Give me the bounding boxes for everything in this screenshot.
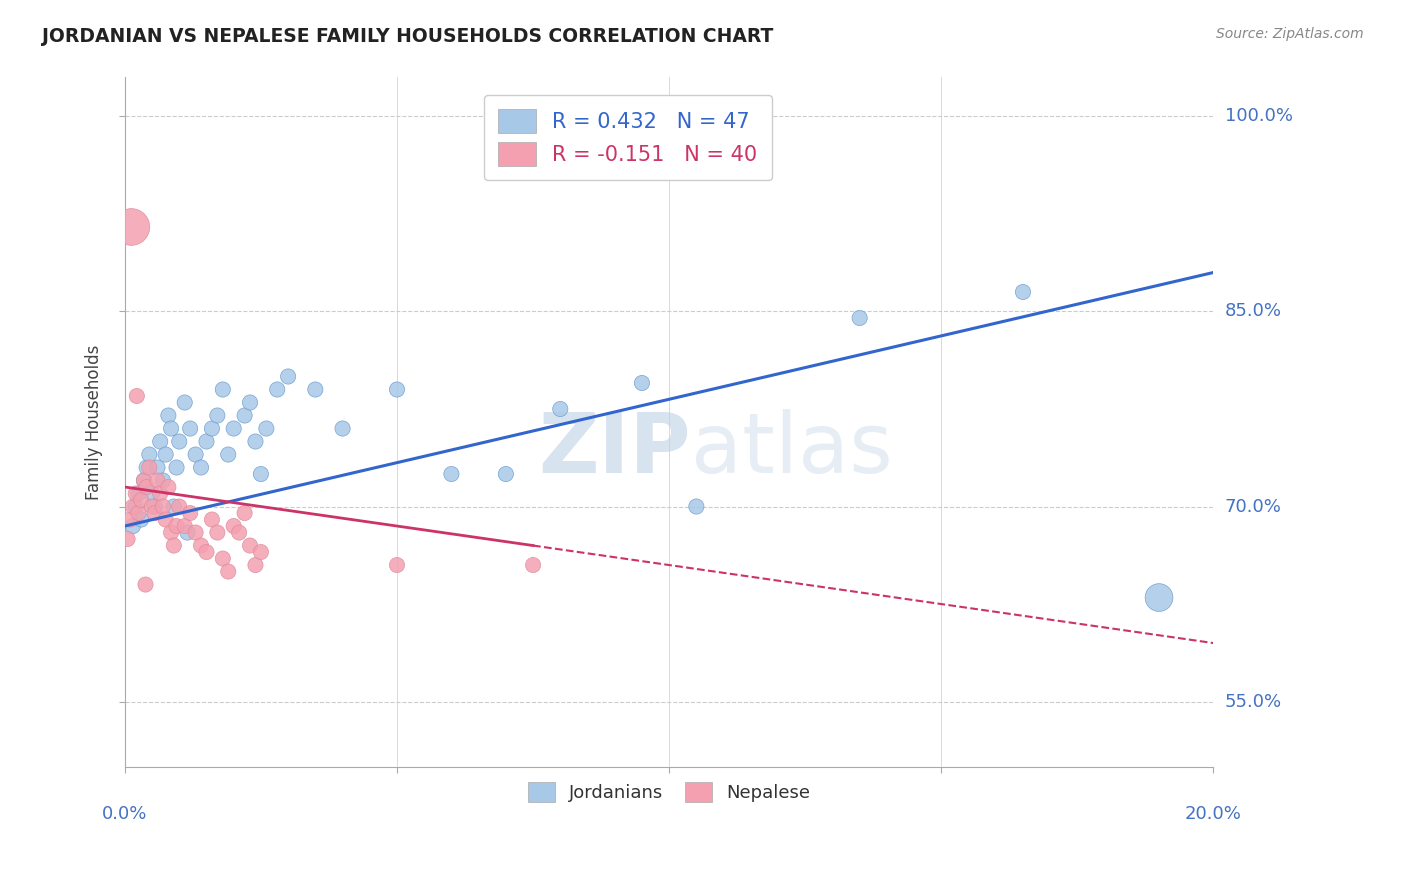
- Point: [190, 460, 212, 475]
- Text: ZIP: ZIP: [538, 409, 690, 490]
- Point: [184, 448, 207, 462]
- Point: [332, 421, 354, 435]
- Point: [149, 434, 172, 449]
- Point: [385, 558, 408, 572]
- Point: [1147, 591, 1170, 605]
- Text: JORDANIAN VS NEPALESE FAMILY HOUSEHOLDS CORRELATION CHART: JORDANIAN VS NEPALESE FAMILY HOUSEHOLDS …: [42, 27, 773, 45]
- Point: [160, 421, 183, 435]
- Point: [138, 460, 160, 475]
- Point: [277, 369, 299, 384]
- Legend: Jordanians, Nepalese: Jordanians, Nepalese: [520, 775, 818, 809]
- Y-axis label: Family Households: Family Households: [86, 344, 103, 500]
- Point: [143, 506, 166, 520]
- Point: [122, 500, 145, 514]
- Point: [222, 421, 245, 435]
- Point: [245, 434, 267, 449]
- Point: [631, 376, 654, 390]
- Point: [160, 525, 183, 540]
- Point: [228, 525, 250, 540]
- Point: [239, 539, 262, 553]
- Point: [146, 474, 169, 488]
- Point: [385, 383, 408, 397]
- Point: [152, 474, 174, 488]
- Point: [129, 512, 152, 526]
- Point: [163, 539, 186, 553]
- Point: [173, 519, 195, 533]
- Point: [1012, 285, 1035, 299]
- Point: [125, 486, 148, 500]
- Point: [132, 474, 155, 488]
- Point: [217, 448, 239, 462]
- Point: [163, 500, 186, 514]
- Point: [211, 383, 233, 397]
- Point: [495, 467, 517, 481]
- Point: [195, 545, 218, 559]
- Point: [250, 545, 273, 559]
- Point: [304, 383, 326, 397]
- Point: [207, 525, 229, 540]
- Point: [167, 434, 190, 449]
- Text: 55.0%: 55.0%: [1225, 692, 1282, 711]
- Point: [127, 486, 149, 500]
- Text: 100.0%: 100.0%: [1225, 107, 1292, 126]
- Point: [201, 512, 224, 526]
- Point: [155, 448, 177, 462]
- Point: [848, 310, 870, 325]
- Point: [179, 506, 201, 520]
- Point: [184, 525, 207, 540]
- Point: [173, 395, 195, 409]
- Point: [239, 395, 262, 409]
- Point: [149, 486, 172, 500]
- Point: [211, 551, 233, 566]
- Point: [152, 500, 174, 514]
- Point: [138, 448, 160, 462]
- Point: [141, 486, 163, 500]
- Point: [250, 467, 273, 481]
- Point: [146, 460, 169, 475]
- Text: 85.0%: 85.0%: [1225, 302, 1282, 320]
- Point: [195, 434, 218, 449]
- Point: [129, 493, 152, 508]
- Point: [157, 480, 180, 494]
- Point: [125, 500, 148, 514]
- Point: [685, 500, 707, 514]
- Point: [166, 519, 188, 533]
- Text: 0.0%: 0.0%: [103, 805, 148, 823]
- Point: [125, 389, 148, 403]
- Point: [135, 480, 157, 494]
- Text: Source: ZipAtlas.com: Source: ZipAtlas.com: [1216, 27, 1364, 41]
- Point: [201, 421, 224, 435]
- Text: 20.0%: 20.0%: [1185, 805, 1241, 823]
- Point: [167, 500, 190, 514]
- Point: [179, 421, 201, 435]
- Point: [176, 525, 198, 540]
- Point: [127, 506, 149, 520]
- Point: [143, 500, 166, 514]
- Point: [233, 506, 256, 520]
- Point: [120, 512, 142, 526]
- Point: [190, 539, 212, 553]
- Point: [166, 460, 188, 475]
- Point: [141, 500, 163, 514]
- Point: [522, 558, 544, 572]
- Point: [155, 512, 177, 526]
- Point: [157, 409, 180, 423]
- Point: [440, 467, 463, 481]
- Point: [117, 532, 139, 546]
- Point: [132, 474, 155, 488]
- Point: [120, 219, 142, 234]
- Text: 70.0%: 70.0%: [1225, 498, 1281, 516]
- Point: [233, 409, 256, 423]
- Text: atlas: atlas: [690, 409, 893, 490]
- Point: [135, 460, 157, 475]
- Point: [122, 519, 145, 533]
- Point: [266, 383, 288, 397]
- Point: [548, 402, 571, 417]
- Point: [217, 565, 239, 579]
- Point: [245, 558, 267, 572]
- Point: [222, 519, 245, 533]
- Point: [207, 409, 229, 423]
- Point: [254, 421, 277, 435]
- Point: [134, 577, 156, 591]
